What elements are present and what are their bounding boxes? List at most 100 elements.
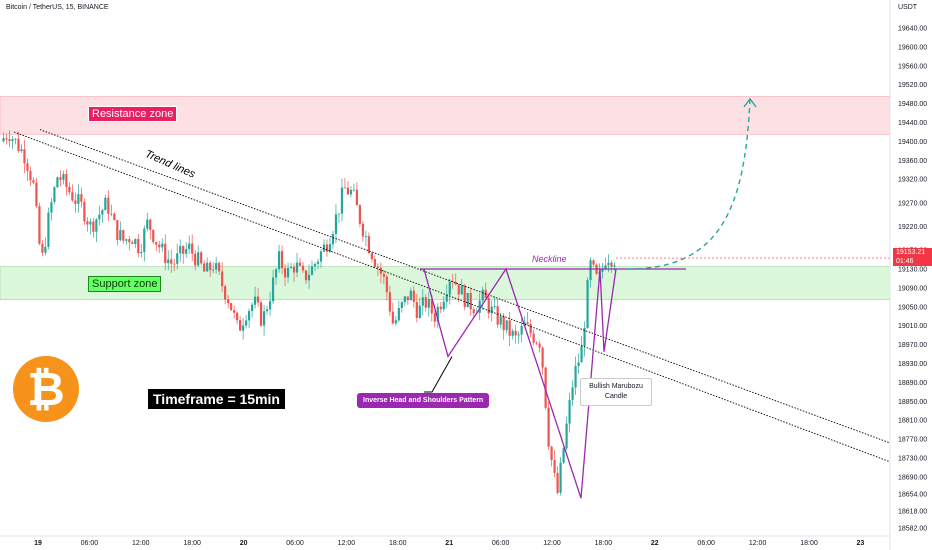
candle-body <box>233 310 236 313</box>
candle-body <box>430 298 433 314</box>
candle-body <box>125 239 128 241</box>
candle-body <box>427 298 430 308</box>
candle-body <box>239 320 242 331</box>
price-tick-label: 18890.00 <box>898 380 927 387</box>
candle-body <box>571 387 574 400</box>
candle-body <box>221 271 224 287</box>
price-tick-label: 19270.00 <box>898 200 927 207</box>
resistance-zone-label: Resistance zone <box>88 106 178 122</box>
candle-body <box>176 253 179 264</box>
candle-body <box>20 149 23 152</box>
candle-body <box>56 177 59 188</box>
candle-body <box>104 197 107 211</box>
candle-body <box>391 311 394 324</box>
candle-body <box>478 300 481 313</box>
candle-body <box>550 446 553 461</box>
price-tick-label: 18690.00 <box>898 474 927 481</box>
candle-body <box>47 212 50 247</box>
bitcoin-logo-icon: ₿ <box>13 356 79 422</box>
candle-body <box>265 309 269 312</box>
candle-body <box>53 187 56 203</box>
time-tick-label: 12:00 <box>749 540 767 547</box>
candle-body <box>418 305 421 318</box>
candle-body <box>107 197 110 214</box>
candle-body <box>29 171 32 181</box>
candle-body <box>277 251 281 270</box>
candle-body <box>538 343 541 348</box>
candle-body <box>547 407 550 447</box>
time-tick-label: 18:00 <box>389 540 407 547</box>
candle-body <box>95 219 98 232</box>
candle-body <box>271 277 275 302</box>
candle-body <box>179 246 182 254</box>
candle-body <box>592 260 595 265</box>
last-price-badge: 19153.21 01:46 <box>893 248 932 266</box>
candle-body <box>137 239 140 254</box>
time-axis: 19 06:00 12:00 18:00 20 06:00 12:00 18:00 21 06:0… <box>0 535 890 547</box>
candle-body <box>50 202 53 213</box>
candle-body <box>421 297 424 306</box>
candle-body <box>206 262 209 272</box>
candles-layer <box>2 130 616 496</box>
candle-body <box>14 138 17 140</box>
candle-body <box>301 265 305 271</box>
candle-body <box>328 244 332 252</box>
candle-body <box>400 302 403 308</box>
candle-body <box>298 262 302 266</box>
currency-label: USDT <box>898 4 918 11</box>
candle-body <box>358 205 362 224</box>
candle-body <box>562 448 565 463</box>
candle-body <box>143 228 146 252</box>
price-tick-label: 19440.00 <box>898 120 927 127</box>
time-tick-label: 19 <box>34 540 42 547</box>
candle-body <box>565 423 568 449</box>
candle-body <box>185 248 188 254</box>
candle-body <box>409 290 412 301</box>
candle-body <box>26 163 29 172</box>
candle-body <box>122 230 125 241</box>
candle-body <box>274 269 278 278</box>
candle-body <box>8 139 11 142</box>
price-tick-label: 19400.00 <box>898 139 927 146</box>
candle-body <box>128 239 131 243</box>
price-tick-label: 18582.00 <box>898 526 927 533</box>
price-tick-label: 19320.00 <box>898 177 927 184</box>
candle-body <box>194 253 197 266</box>
price-tick-label: 19090.00 <box>898 285 927 292</box>
pattern-callout-line <box>424 356 453 393</box>
candle-body <box>74 200 77 204</box>
candle-body <box>38 206 41 244</box>
candle-body <box>511 330 514 336</box>
candle-body <box>541 347 544 368</box>
candle-body <box>364 236 368 237</box>
candle-body <box>248 311 251 321</box>
candle-body <box>493 306 496 307</box>
time-tick-label: 20 <box>240 540 248 547</box>
candle-body <box>253 296 257 305</box>
candle-body <box>406 296 409 301</box>
candle-body <box>481 289 484 301</box>
candle-body <box>490 306 493 314</box>
candle-body <box>161 243 164 248</box>
candle-body <box>140 251 143 254</box>
candle-body <box>286 267 290 278</box>
symbol-title: Bitcoin / TetherUS, 15, BINANCE <box>6 4 109 11</box>
candle-body <box>295 262 299 273</box>
candle-body <box>224 286 227 300</box>
candle-body <box>86 221 89 225</box>
candle-body <box>355 189 359 206</box>
candle-body <box>346 187 350 195</box>
overlays-layer <box>13 97 891 499</box>
candle-body <box>505 320 508 331</box>
candle-body <box>367 236 370 254</box>
candle-body <box>92 221 95 232</box>
candle-body <box>164 243 167 264</box>
candle-body <box>397 307 400 321</box>
candle-body <box>373 259 376 267</box>
candle-body <box>256 296 260 303</box>
candle-body <box>331 234 335 245</box>
candle-body <box>227 299 230 304</box>
price-tick-label: 19130.00 <box>898 267 927 274</box>
candle-body <box>316 261 320 264</box>
